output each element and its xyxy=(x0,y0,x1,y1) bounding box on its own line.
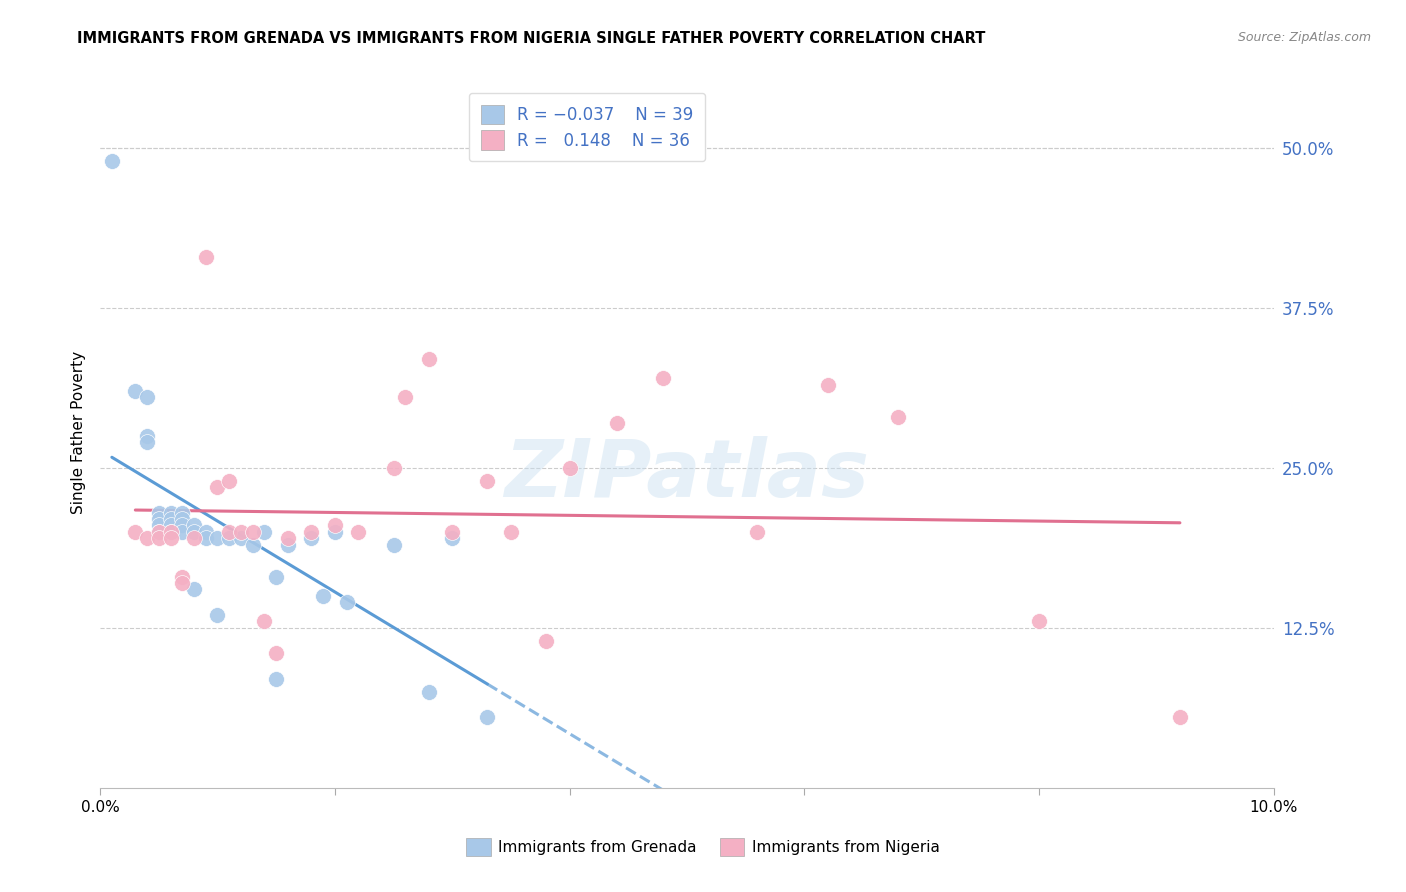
Point xyxy=(253,524,276,539)
Point xyxy=(218,474,240,488)
Point xyxy=(101,153,124,168)
Point xyxy=(534,633,557,648)
Point xyxy=(887,409,910,424)
Point xyxy=(264,672,287,686)
Point xyxy=(312,589,335,603)
Point xyxy=(159,518,181,533)
Point xyxy=(382,538,405,552)
Text: ZIPatlas: ZIPatlas xyxy=(505,436,869,514)
Point xyxy=(136,429,159,443)
Point xyxy=(207,480,229,494)
Point xyxy=(124,384,146,398)
Point xyxy=(218,524,240,539)
Point xyxy=(159,531,181,545)
Point xyxy=(817,377,839,392)
Point xyxy=(347,524,370,539)
Point xyxy=(207,607,229,622)
Text: Source: ZipAtlas.com: Source: ZipAtlas.com xyxy=(1237,31,1371,45)
Point xyxy=(159,524,181,539)
Point xyxy=(277,538,299,552)
Point xyxy=(477,710,499,724)
Point xyxy=(1028,615,1050,629)
Point xyxy=(148,518,170,533)
Point xyxy=(1168,710,1191,724)
Point xyxy=(323,524,346,539)
Point xyxy=(229,531,252,545)
Point xyxy=(299,531,322,545)
Point xyxy=(172,569,194,583)
Point xyxy=(207,531,229,545)
Point xyxy=(299,524,322,539)
Point xyxy=(229,524,252,539)
Point xyxy=(477,474,499,488)
Point xyxy=(148,531,170,545)
Point xyxy=(499,524,522,539)
Point xyxy=(136,391,159,405)
Point xyxy=(148,512,170,526)
Point xyxy=(172,506,194,520)
Point xyxy=(277,531,299,545)
Point xyxy=(124,524,146,539)
Point xyxy=(323,518,346,533)
Y-axis label: Single Father Poverty: Single Father Poverty xyxy=(72,351,86,514)
Point xyxy=(264,646,287,660)
Point xyxy=(382,460,405,475)
Point xyxy=(172,512,194,526)
Point xyxy=(242,524,264,539)
Point xyxy=(747,524,769,539)
Legend: R = −0.037    N = 39, R =   0.148    N = 36: R = −0.037 N = 39, R = 0.148 N = 36 xyxy=(470,93,706,161)
Point xyxy=(159,512,181,526)
Point xyxy=(253,615,276,629)
Point xyxy=(148,524,170,539)
Point xyxy=(441,531,464,545)
Point xyxy=(418,685,440,699)
Legend: Immigrants from Grenada, Immigrants from Nigeria: Immigrants from Grenada, Immigrants from… xyxy=(460,832,946,862)
Point xyxy=(172,518,194,533)
Point xyxy=(172,576,194,591)
Point xyxy=(606,416,628,430)
Point xyxy=(441,524,464,539)
Point xyxy=(172,524,194,539)
Point xyxy=(183,531,205,545)
Point xyxy=(183,524,205,539)
Point xyxy=(159,506,181,520)
Point xyxy=(264,569,287,583)
Point xyxy=(652,371,675,385)
Point xyxy=(558,460,581,475)
Point xyxy=(148,506,170,520)
Point xyxy=(394,391,416,405)
Point xyxy=(136,531,159,545)
Point xyxy=(242,538,264,552)
Text: IMMIGRANTS FROM GRENADA VS IMMIGRANTS FROM NIGERIA SINGLE FATHER POVERTY CORRELA: IMMIGRANTS FROM GRENADA VS IMMIGRANTS FR… xyxy=(77,31,986,46)
Point xyxy=(159,524,181,539)
Point xyxy=(336,595,359,609)
Point xyxy=(148,524,170,539)
Point xyxy=(194,524,217,539)
Point xyxy=(183,582,205,597)
Point xyxy=(183,518,205,533)
Point xyxy=(194,250,217,264)
Point xyxy=(418,351,440,366)
Point xyxy=(136,435,159,450)
Point xyxy=(218,531,240,545)
Point xyxy=(194,531,217,545)
